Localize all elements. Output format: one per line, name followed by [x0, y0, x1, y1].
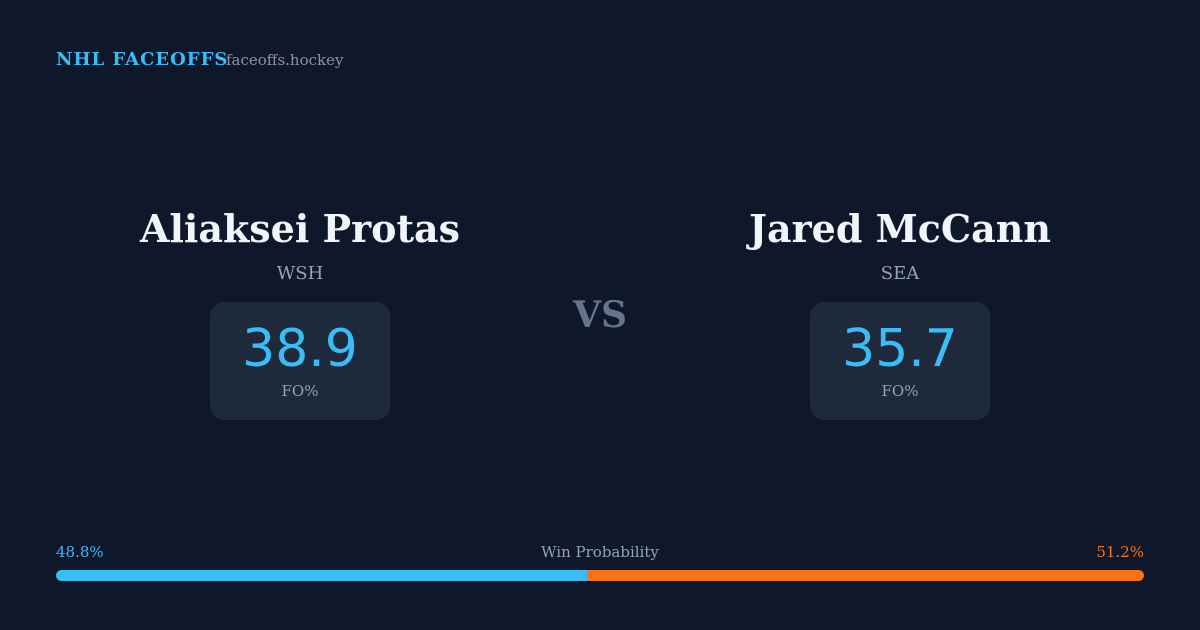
stat-value: 38.9 — [242, 319, 358, 379]
stat-label: FO% — [881, 382, 919, 400]
brand: NHL FACEOFFS — [56, 49, 229, 70]
left-segment — [56, 570, 587, 581]
left-probability: 48.8% — [56, 543, 104, 561]
player-name: Aliaksei Protas — [139, 206, 461, 251]
right-segment — [586, 570, 1144, 581]
stat-value: 35.7 — [842, 319, 958, 379]
team: WSH — [276, 263, 324, 284]
probability-title: Win Probability — [541, 543, 659, 561]
right-probability: 51.2% — [1096, 543, 1144, 561]
player-name: Jared McCann — [749, 206, 1051, 251]
site-url: faceoffs.hockey — [226, 51, 344, 69]
versus: VS — [573, 294, 627, 336]
stat-box: 35.7 FO% — [810, 302, 990, 420]
team: SEA — [880, 263, 920, 284]
probability-bar — [56, 570, 1144, 581]
stat-box: 38.9 FO% — [210, 302, 390, 420]
stat-label: FO% — [281, 382, 319, 400]
